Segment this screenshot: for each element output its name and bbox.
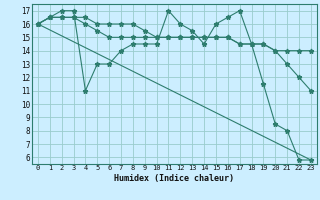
- X-axis label: Humidex (Indice chaleur): Humidex (Indice chaleur): [115, 174, 234, 183]
